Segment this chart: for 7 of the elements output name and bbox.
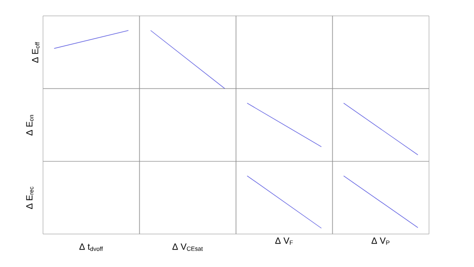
text: Δ t$_{dvoff}$ [79,244,103,251]
text: Δ E$_{rec}$ [26,186,34,210]
x-axis-title: Δ V$_{F}$ [275,238,293,245]
text: Δ E$_{on}$ [26,115,34,136]
y-axis-title: Δ E$_{off}$ [32,42,40,63]
text: Δ V$_{CEsat}$ [172,244,203,251]
x-axis-title: Δ V$_{P}$ [372,238,390,245]
